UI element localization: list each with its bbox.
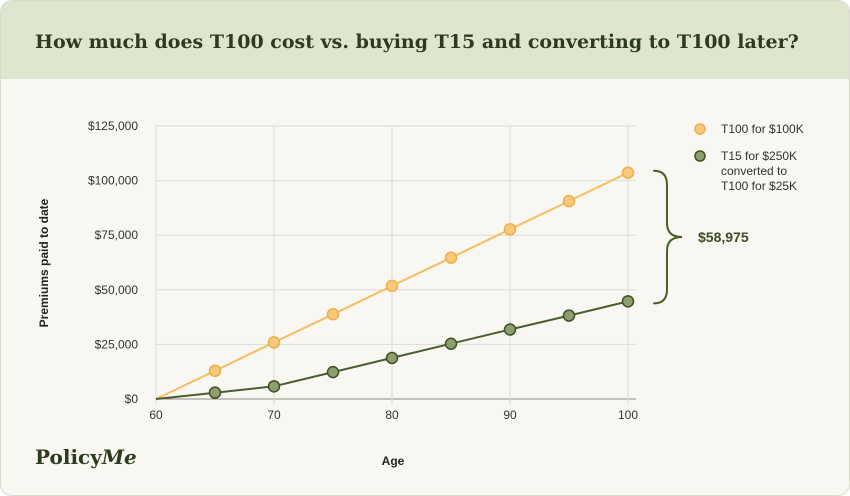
legend: T100 for $100K T15 for $250K converted to T… [694,122,804,193]
y-tick-label: $0 [125,392,139,406]
axis-layer: $0 $25,000 $50,000 $75,000 $100,000 $125,000 6… [37,119,638,468]
data-point [444,251,458,264]
legend-label-t15-line: T15 for $250K [721,149,797,163]
x-tick-label: 70 [267,408,281,422]
data-point [385,279,399,293]
x-axis-title: Age [382,454,405,468]
y-tick-label: $100,000 [88,174,138,188]
annotation-layer: $58,975 [653,169,749,305]
series-layer [155,166,635,400]
data-point [503,223,517,236]
data-point [326,308,340,321]
y-tick-label: $50,000 [95,283,139,297]
data-point [444,337,458,350]
legend-swatch-t15 [694,150,706,162]
y-tick-label: $75,000 [95,228,139,242]
data-point [562,309,576,322]
x-tick-label: 90 [503,408,517,422]
x-tick-label: 60 [149,408,163,422]
y-tick-label: $125,000 [88,119,138,133]
data-point [208,364,222,378]
data-point [267,336,281,349]
data-point [326,365,340,379]
x-tick-label: 100 [618,408,638,422]
page-title: How much does T100 cost vs. buying T15 a… [35,31,799,53]
legend-label-t15: T15 for $250K converted to T100 for $25K [721,149,797,193]
data-point [621,295,635,308]
data-point [208,386,222,399]
data-point [385,351,399,365]
annotation-brace [653,169,683,305]
data-point [621,166,635,179]
legend-label-t15-line: converted to [721,164,787,178]
y-tick-label: $25,000 [95,337,139,351]
annotation-difference-label: $58,975 [698,229,749,245]
brand-logo-text-b: Me [101,445,137,469]
y-axis-title: Premiums paid to date [37,198,51,327]
legend-label-t15-line: T100 for $25K [721,179,797,193]
legend-label-t100: T100 for $100K [721,122,804,136]
brand-logo-text-a: Policy [35,445,102,469]
brand-logo: PolicyMe [35,445,137,469]
header-bar: How much does T100 cost vs. buying T15 a… [1,1,849,79]
data-point [562,194,576,208]
data-point [503,323,517,336]
data-point [267,380,281,393]
grid-layer [155,125,636,405]
x-tick-label: 80 [385,408,399,422]
legend-swatch-t100 [694,123,706,135]
